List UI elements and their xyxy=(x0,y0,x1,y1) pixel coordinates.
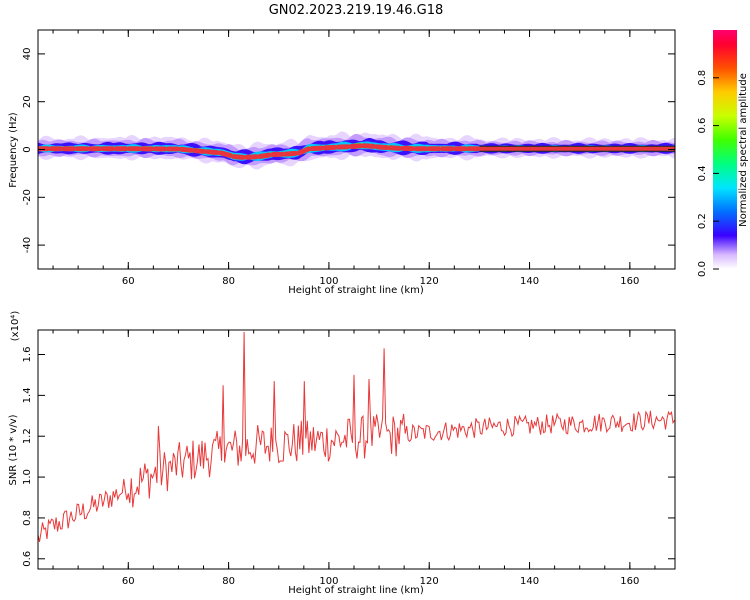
colorbar: 0.0 0.2 0.4 0.6 0.8 Normalized spectral ampl… xyxy=(697,30,749,277)
spectrogram-x-tick-label: 160 xyxy=(620,276,639,287)
spectrogram-ridge-segment xyxy=(178,146,194,153)
colorbar-tick-label: 0.2 xyxy=(697,213,708,229)
spectrogram-ridge-segment xyxy=(348,143,364,149)
snr-y-tick-label: 1.2 xyxy=(22,428,33,444)
spectrogram-ridge-segment xyxy=(218,150,233,158)
snr-panel: 60 80 100 120 140 160 0.6 0.8 1.0 1.2 1.4 1.6 Heig… xyxy=(8,311,676,596)
snr-x-tick-label: 60 xyxy=(122,576,135,587)
spectrogram-x-label: Height of straight line (km) xyxy=(288,285,424,296)
spectrogram-ridge-segment xyxy=(191,148,207,154)
snr-x-ticks: 60 80 100 120 140 160 xyxy=(52,330,656,587)
spectrogram-y-tick-label: 40 xyxy=(22,48,33,61)
snr-x-label: Height of straight line (km) xyxy=(288,585,424,596)
spectrogram-ridge-segment xyxy=(309,145,324,152)
spectrogram-y-tick-label: 20 xyxy=(22,95,33,108)
spectrogram-ridge-segment xyxy=(257,152,272,160)
colorbar-tick-label: 0.8 xyxy=(697,70,708,86)
snr-x-tick-label: 80 xyxy=(222,576,235,587)
spectrogram-y-tick-label: 0 xyxy=(22,146,33,152)
spectrogram-x-tick-label: 60 xyxy=(122,276,135,287)
spectrogram-ridge-segment xyxy=(322,144,337,151)
spectrogram-y-ticks: -40 -20 0 20 40 xyxy=(22,48,675,253)
snr-x-tick-label: 140 xyxy=(520,576,539,587)
colorbar-tick-label: 0.6 xyxy=(697,118,708,134)
snr-x-tick-label: 160 xyxy=(620,576,639,587)
snr-y-ticks: 0.6 0.8 1.0 1.2 1.4 1.6 xyxy=(22,347,675,567)
snr-y-tick-label: 1.0 xyxy=(22,469,33,485)
spectrogram-heatmap xyxy=(38,131,675,170)
snr-y-label: SNR (10 * v/v) xyxy=(8,414,19,485)
snr-y-tick-label: 0.8 xyxy=(22,510,33,526)
colorbar-tick-label: 0.0 xyxy=(697,261,708,277)
spectrogram-ridge-segment xyxy=(361,143,377,149)
spectrogram-ridge-segment xyxy=(374,144,390,151)
spectrogram-x-ticks: 60 80 100 120 140 160 xyxy=(52,30,656,287)
chart-title: GN02.2023.219.19.46.G18 xyxy=(269,3,444,18)
colorbar-label: Normalized spectral amplitude xyxy=(738,73,749,227)
colorbar-ticks: 0.0 0.2 0.4 0.6 0.8 xyxy=(697,70,719,277)
snr-x-tick-label: 120 xyxy=(420,576,439,587)
spectrogram-ridge-segment xyxy=(205,149,220,156)
colorbar-tick-label: 0.4 xyxy=(697,165,708,181)
spectrogram-layer-2 xyxy=(38,137,675,165)
spectrogram-y-tick-label: -40 xyxy=(22,237,33,253)
snr-series-line xyxy=(38,331,675,543)
spectrogram-ridge-segment xyxy=(296,146,311,156)
colorbar-gradient xyxy=(713,30,737,269)
spectrogram-x-tick-label: 100 xyxy=(319,276,338,287)
spectrogram-y-tick-label: -20 xyxy=(22,189,33,205)
spectrogram-ridge-segment xyxy=(387,145,403,151)
snr-y-tick-label: 1.6 xyxy=(22,347,33,363)
spectrogram-x-tick-label: 80 xyxy=(222,276,235,287)
spectrogram-ridge-segment xyxy=(283,150,298,157)
snr-y-tick-label: 0.6 xyxy=(22,551,33,567)
spectrogram-ridge-segment xyxy=(231,154,246,160)
snr-y-tick-label: 1.4 xyxy=(22,387,33,403)
snr-x-tick-label: 100 xyxy=(319,576,338,587)
snr-frame xyxy=(37,329,676,570)
spectrogram-x-tick-label: 120 xyxy=(420,276,439,287)
snr-y-scale-note: (x10⁴) xyxy=(10,311,21,342)
spectrogram-x-tick-label: 140 xyxy=(520,276,539,287)
spectrogram-panel: 60 80 100 120 140 160 -40 -20 0 20 40 Height of s… xyxy=(8,29,676,296)
spectrogram-y-label: Frequency (Hz) xyxy=(8,112,19,188)
